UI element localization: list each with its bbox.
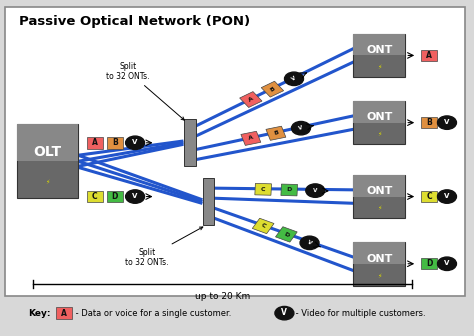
FancyBboxPatch shape: [240, 92, 262, 108]
FancyBboxPatch shape: [421, 117, 437, 128]
FancyBboxPatch shape: [275, 227, 297, 242]
Circle shape: [306, 184, 325, 197]
Text: V: V: [291, 75, 297, 82]
Text: V: V: [132, 139, 138, 145]
Text: V: V: [132, 193, 138, 199]
Text: C: C: [260, 223, 266, 229]
FancyBboxPatch shape: [353, 175, 405, 197]
Text: B: B: [273, 130, 279, 136]
Text: D: D: [426, 259, 432, 268]
Text: D: D: [286, 187, 292, 193]
FancyBboxPatch shape: [17, 124, 78, 198]
Text: V: V: [444, 260, 450, 266]
Text: B: B: [112, 138, 118, 147]
Text: - Video for multiple customers.: - Video for multiple customers.: [293, 309, 426, 318]
Text: B: B: [426, 118, 432, 127]
FancyBboxPatch shape: [266, 126, 286, 140]
FancyBboxPatch shape: [241, 131, 261, 145]
Text: Passive Optical Network (PON): Passive Optical Network (PON): [19, 15, 250, 28]
Text: Split
to 32 ONTs.: Split to 32 ONTs.: [106, 61, 184, 120]
FancyBboxPatch shape: [421, 191, 437, 202]
Text: A: A: [248, 135, 254, 141]
Text: V: V: [282, 308, 287, 317]
Text: ONT: ONT: [366, 113, 392, 122]
Text: D: D: [111, 192, 118, 201]
FancyBboxPatch shape: [353, 242, 405, 264]
Text: ⚡: ⚡: [377, 65, 382, 70]
Circle shape: [438, 116, 456, 129]
FancyBboxPatch shape: [5, 7, 465, 296]
Text: C: C: [92, 192, 98, 201]
FancyBboxPatch shape: [261, 81, 283, 97]
FancyBboxPatch shape: [421, 258, 437, 269]
Text: ⚡: ⚡: [377, 274, 382, 279]
Text: A: A: [92, 138, 98, 147]
FancyBboxPatch shape: [56, 307, 72, 319]
FancyBboxPatch shape: [252, 218, 274, 234]
Circle shape: [300, 236, 319, 250]
FancyBboxPatch shape: [353, 242, 405, 286]
Text: ⚡: ⚡: [45, 179, 50, 184]
FancyBboxPatch shape: [17, 124, 78, 161]
Circle shape: [438, 257, 456, 270]
Circle shape: [292, 121, 310, 135]
Text: C: C: [426, 192, 432, 201]
Text: OLT: OLT: [33, 145, 62, 159]
Text: C: C: [261, 187, 265, 192]
Circle shape: [438, 190, 456, 203]
FancyBboxPatch shape: [421, 50, 437, 61]
FancyBboxPatch shape: [353, 101, 405, 123]
Text: - Data or voice for a single customer.: - Data or voice for a single customer.: [73, 309, 232, 318]
Text: up to 20 Km: up to 20 Km: [195, 292, 250, 301]
Polygon shape: [202, 178, 214, 225]
Circle shape: [126, 136, 145, 150]
Text: ⚡: ⚡: [377, 206, 382, 211]
FancyBboxPatch shape: [353, 34, 405, 77]
Text: V: V: [307, 239, 312, 246]
FancyBboxPatch shape: [281, 184, 298, 196]
Text: Split
to 32 ONTs.: Split to 32 ONTs.: [125, 227, 203, 267]
FancyBboxPatch shape: [87, 191, 103, 202]
Text: ONT: ONT: [366, 45, 392, 55]
Text: Key:: Key:: [28, 309, 51, 318]
FancyBboxPatch shape: [353, 175, 405, 218]
FancyBboxPatch shape: [353, 34, 405, 55]
Circle shape: [275, 306, 294, 320]
FancyBboxPatch shape: [107, 137, 123, 149]
Text: A: A: [247, 96, 254, 103]
Text: ⚡: ⚡: [377, 132, 382, 137]
FancyBboxPatch shape: [87, 137, 103, 149]
Text: B: B: [269, 86, 276, 93]
FancyBboxPatch shape: [107, 191, 123, 202]
Circle shape: [126, 190, 145, 203]
Text: V: V: [313, 188, 318, 193]
Text: D: D: [283, 231, 290, 238]
Text: ONT: ONT: [366, 186, 392, 196]
FancyBboxPatch shape: [353, 101, 405, 144]
Text: A: A: [426, 51, 432, 60]
FancyBboxPatch shape: [255, 183, 272, 195]
Text: V: V: [298, 125, 304, 131]
Circle shape: [284, 72, 303, 86]
Text: V: V: [444, 193, 450, 199]
Text: V: V: [444, 119, 450, 125]
Polygon shape: [184, 119, 195, 166]
Text: A: A: [61, 309, 67, 318]
Text: ONT: ONT: [366, 254, 392, 263]
